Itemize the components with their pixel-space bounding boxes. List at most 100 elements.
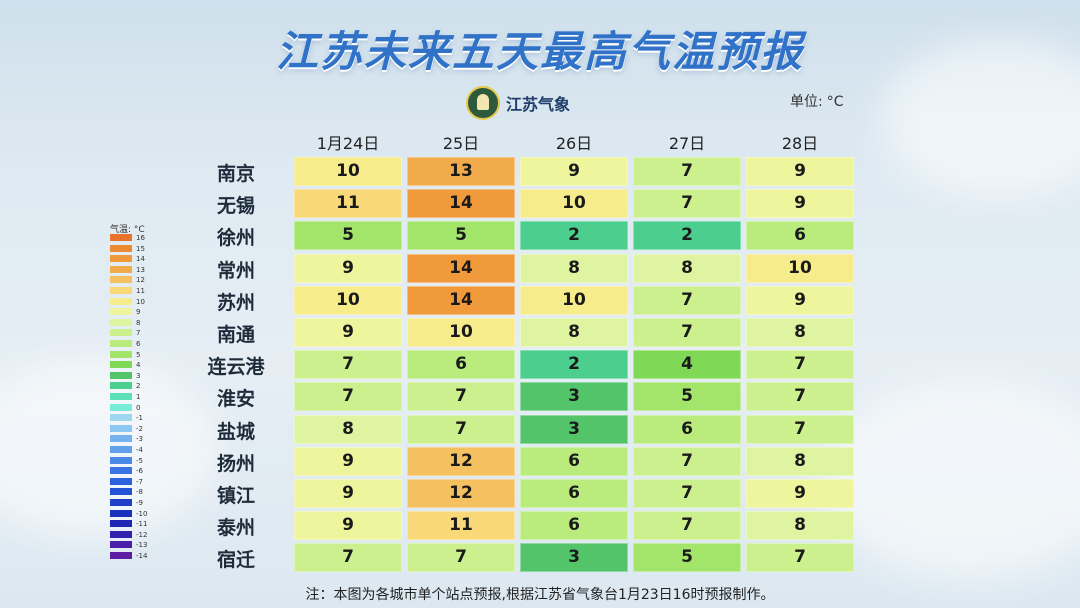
legend-label: 14 [136, 255, 145, 264]
date-header-0: 1月24日 [316, 134, 380, 153]
legend-label: -9 [136, 499, 143, 507]
legend-label: 2 [136, 382, 141, 391]
city-label: 南通 [216, 324, 255, 346]
city-label: 宿迁 [216, 549, 255, 572]
temperature-cell: 9 [294, 446, 402, 476]
legend-label: 5 [136, 350, 141, 359]
unit-label-group: 单位: °C [790, 91, 844, 111]
legend-label: -8 [136, 488, 143, 497]
legend-swatch [110, 255, 132, 263]
legend-label: -7 [136, 477, 143, 486]
temperature-cell: 6 [407, 350, 515, 380]
temperature-cell: 9 [294, 479, 402, 508]
temperature-cell: 7 [633, 285, 741, 315]
date-header-3: 27日 [668, 134, 706, 153]
temperature-cell: 8 [746, 446, 854, 476]
legend-swatch [110, 488, 132, 496]
legend-swatch [110, 520, 132, 528]
legend-label: 15 [136, 244, 145, 253]
legend-swatch [110, 361, 132, 369]
legend-label: -6 [136, 467, 143, 476]
legend-label: 7 [136, 329, 141, 338]
legend-label: -3 [136, 435, 143, 444]
city-label: 扬州 [216, 452, 255, 475]
page-title: 江苏未来五天最高气温预报 [275, 27, 804, 76]
city-label: 淮安 [216, 388, 255, 411]
temperature-cell: 14 [407, 189, 515, 219]
city-label: 盐城 [216, 420, 255, 443]
legend-label: -1 [136, 414, 143, 423]
temperature-cell: 12 [407, 479, 515, 508]
legend-label: -5 [136, 456, 143, 465]
temperature-cell: 12 [407, 446, 515, 476]
city-label: 无锡 [216, 195, 255, 218]
legend-swatch [110, 424, 132, 432]
legend-swatch [110, 244, 132, 252]
date-header-4: 28日 [781, 134, 819, 153]
legend-swatch [110, 371, 132, 379]
logo: 江苏气象 [466, 86, 570, 120]
legend-swatch [110, 382, 132, 390]
temperature-cell: 5 [407, 221, 515, 251]
legend-label: 0 [136, 403, 141, 412]
city-label: 镇江 [216, 485, 255, 507]
temperature-cell: 8 [746, 511, 854, 541]
temperature-cell: 14 [407, 253, 515, 283]
temperature-cell: 7 [633, 157, 741, 186]
temperature-cell: 6 [520, 446, 628, 476]
temperature-cell: 3 [520, 543, 628, 573]
temperature-cell: 8 [633, 253, 741, 283]
footnote: 注：本图为各城市单个站点预报,根据江苏省气象台1月23日16时预报制作。 [305, 587, 775, 603]
legend-label: -2 [136, 424, 143, 433]
legend-swatch [110, 509, 132, 517]
temperature-cell: 8 [520, 318, 628, 347]
legend-label: 12 [136, 276, 145, 285]
city-label: 泰州 [216, 517, 255, 540]
temperature-cell: 9 [746, 479, 854, 508]
legend-label: -12 [136, 530, 148, 539]
temperature-cell: 9 [746, 285, 854, 315]
temperature-cell: 7 [633, 318, 741, 347]
temperature-cell: 4 [633, 350, 741, 380]
legend-swatch [110, 350, 132, 358]
temperature-cell: 7 [746, 350, 854, 380]
legend-swatch [110, 552, 132, 559]
legend-label: 6 [136, 340, 141, 348]
legend-swatch [110, 435, 132, 443]
legend-label: -4 [136, 446, 143, 454]
legend-swatch [110, 541, 132, 549]
legend-swatch [110, 477, 132, 485]
legend-label: 4 [136, 361, 141, 370]
temperature-cell: 7 [294, 543, 402, 573]
temperature-cell: 9 [294, 253, 402, 283]
temperature-cell: 2 [633, 221, 741, 251]
legend-label: 11 [136, 287, 145, 295]
city-label: 南京 [216, 163, 255, 185]
temperature-cell: 10 [294, 157, 402, 186]
legend-label: 10 [136, 297, 145, 306]
legend-label: -14 [136, 552, 148, 560]
logo-text: 江苏气象 [506, 95, 571, 114]
legend-label: 16 [136, 234, 145, 242]
legend-title: 气温: °C [110, 225, 145, 235]
temperature-cell: 11 [294, 189, 402, 219]
city-label: 常州 [216, 259, 255, 282]
temperature-cell: 5 [294, 221, 402, 251]
unit-label: 单位: [790, 94, 823, 110]
temperature-cell: 7 [294, 382, 402, 412]
temperature-cell: 7 [294, 350, 402, 380]
legend-swatch [110, 234, 132, 241]
date-header-2: 26日 [555, 134, 593, 153]
temperature-cell: 7 [746, 382, 854, 412]
legend-label: 9 [136, 308, 141, 317]
legend-label: -11 [136, 520, 148, 529]
legend-label: -13 [136, 541, 148, 550]
temperature-cell: 6 [520, 479, 628, 508]
temperature-cell: 9 [294, 318, 402, 347]
temperature-cell: 10 [407, 318, 515, 347]
legend-swatch [110, 308, 132, 316]
temperature-cell: 10 [520, 285, 628, 315]
temperature-cell: 2 [520, 350, 628, 380]
temperature-cell: 13 [407, 157, 515, 186]
temperature-cell: 7 [633, 511, 741, 541]
